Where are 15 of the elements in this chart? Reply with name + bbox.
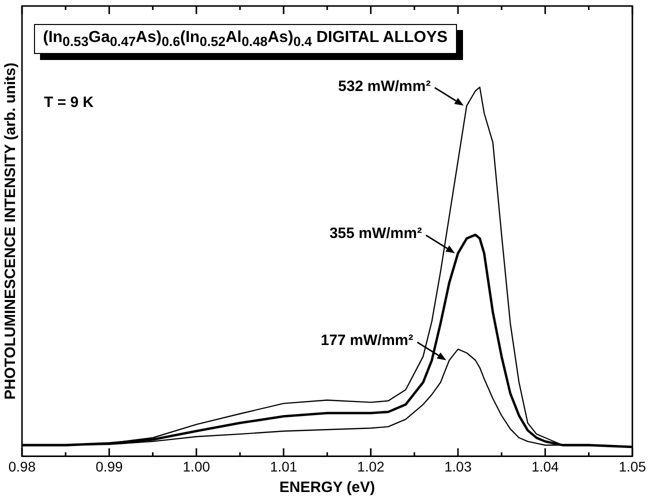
legend-label: 355 mW/mm² bbox=[329, 225, 422, 242]
chart-title: (In$_{0.53}$Ga$_{0.47}$As)$_{0.6}$(In$_{0.52}$Al$_{0.48}$As)$_{0.4}$ DIGITAL ALLOYS bbox=[43, 29, 448, 50]
text: 1.00 bbox=[182, 458, 210, 474]
x-tick-label: 1.02 bbox=[357, 458, 385, 474]
x-tick-label: 1.01 bbox=[270, 458, 298, 474]
x-axis-title: ENERGY (eV) bbox=[279, 479, 375, 496]
legend-label: 177 mW/mm² bbox=[320, 332, 414, 350]
legend-label: 532 mW/mm² bbox=[338, 78, 431, 95]
y-axis-title: PHOTOLUMINESCENCE INTENSITY (arb. units) bbox=[2, 62, 20, 400]
annotation: T = 9 K bbox=[44, 94, 94, 111]
x-tick-label: 1.03 bbox=[444, 458, 472, 474]
x-tick-label: 1.04 bbox=[532, 458, 560, 474]
x-tick-label: 1.05 bbox=[618, 458, 646, 474]
x-tick-label: 0.98 bbox=[8, 458, 36, 474]
x-tick-label: 0.99 bbox=[96, 458, 124, 474]
